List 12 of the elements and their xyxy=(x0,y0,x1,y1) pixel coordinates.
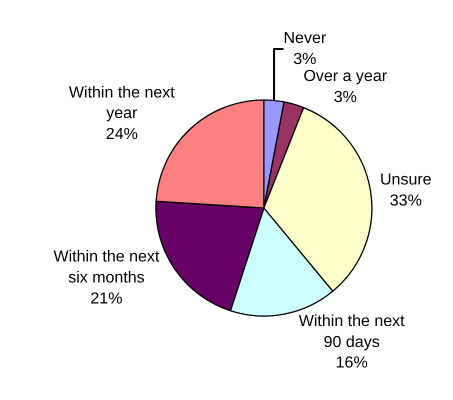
data-label: 3% xyxy=(334,88,357,106)
data-label: 16% xyxy=(336,354,368,372)
data-label: 33% xyxy=(390,192,422,210)
slice-label: Unsure xyxy=(380,172,432,189)
slice-label: Within the next 90 days xyxy=(298,313,406,351)
slice-label: Never xyxy=(283,30,327,48)
slice-label: Over a year xyxy=(303,68,388,85)
data-label: 24% xyxy=(106,126,138,143)
slice-label: Within the next year xyxy=(68,84,176,122)
slice-label: Within the next six months xyxy=(54,248,160,286)
data-label: 21% xyxy=(90,290,122,308)
data-label: 3% xyxy=(293,50,316,68)
